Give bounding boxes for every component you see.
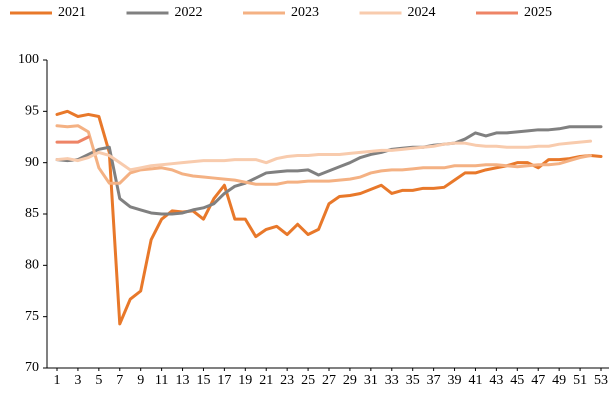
series-line	[55, 124, 593, 186]
series-line	[55, 135, 90, 144]
x-tick-label: 29	[343, 373, 357, 388]
x-tick-label: 47	[531, 373, 545, 388]
legend-label: 2021	[58, 5, 86, 20]
x-tick-label: 13	[176, 373, 190, 388]
x-tick-label: 9	[137, 373, 144, 388]
x-tick-label: 31	[364, 373, 378, 388]
series-line	[55, 125, 603, 216]
series-line	[55, 139, 593, 172]
legend-label: 2024	[408, 5, 436, 20]
x-tick-label: 21	[259, 373, 273, 388]
x-tick-label: 23	[280, 373, 294, 388]
x-tick-label: 3	[74, 373, 81, 388]
x-tick-label: 5	[95, 373, 102, 388]
x-tick-label: 19	[238, 373, 252, 388]
y-tick-label: 80	[25, 258, 39, 273]
y-tick-label: 90	[25, 155, 39, 170]
x-tick-label: 1	[54, 373, 61, 388]
x-tick-label: 51	[573, 373, 587, 388]
x-tick-label: 53	[594, 373, 608, 388]
x-tick-label: 41	[468, 373, 482, 388]
y-tick-label: 100	[18, 52, 39, 67]
y-tick-label: 85	[25, 206, 39, 221]
x-tick-label: 45	[510, 373, 524, 388]
x-tick-label: 15	[196, 373, 210, 388]
x-tick-label: 33	[385, 373, 399, 388]
y-tick-label: 75	[25, 309, 39, 324]
x-tick-label: 43	[489, 373, 503, 388]
y-tick-label: 95	[25, 104, 39, 119]
x-tick-label: 37	[427, 373, 441, 388]
x-tick-label: 11	[155, 373, 168, 388]
x-tick-label: 49	[552, 373, 566, 388]
legend-label: 2022	[175, 5, 203, 20]
x-tick-label: 25	[301, 373, 315, 388]
x-tick-label: 27	[322, 373, 336, 388]
x-tick-label: 39	[448, 373, 462, 388]
x-tick-label: 35	[406, 373, 420, 388]
legend-label: 2023	[291, 5, 319, 20]
x-tick-label: 7	[116, 373, 123, 388]
x-tick-label: 17	[217, 373, 231, 388]
y-tick-label: 70	[25, 360, 39, 375]
legend-label: 2025	[524, 5, 552, 20]
series-line	[55, 109, 603, 326]
